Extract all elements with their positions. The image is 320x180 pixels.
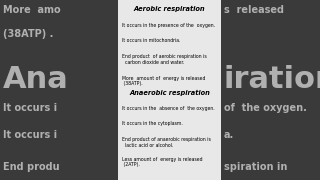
Text: iration: iration	[224, 65, 320, 94]
Text: It occurs i: It occurs i	[3, 103, 57, 113]
Text: Anaerobic respiration: Anaerobic respiration	[129, 90, 210, 96]
Text: More  amount of  energy is released
 (38ATP).: More amount of energy is released (38ATP…	[122, 76, 205, 86]
Text: It occurs in the presence of the  oxygen.: It occurs in the presence of the oxygen.	[122, 23, 215, 28]
Text: It occurs in the  absence of  the oxygen.: It occurs in the absence of the oxygen.	[122, 106, 214, 111]
Text: (38ATP) .: (38ATP) .	[3, 29, 53, 39]
Text: spiration in: spiration in	[224, 162, 287, 172]
Text: s  released: s released	[224, 5, 284, 15]
Text: Aerobic respiration: Aerobic respiration	[134, 5, 205, 12]
Text: End product of anaerobic respiration is
  lactic acid or alcohol.: End product of anaerobic respiration is …	[122, 137, 211, 148]
Text: End produ: End produ	[3, 162, 60, 172]
FancyBboxPatch shape	[118, 0, 221, 180]
Text: It occurs i: It occurs i	[3, 130, 57, 140]
Text: It occurs in mitochondria.: It occurs in mitochondria.	[122, 38, 180, 43]
Text: More  amo: More amo	[3, 5, 61, 15]
Text: Less amount of  energy is released
 (2ATP).: Less amount of energy is released (2ATP)…	[122, 157, 202, 167]
Text: It occurs in the cytoplasm.: It occurs in the cytoplasm.	[122, 121, 182, 126]
Text: of  the oxygen.: of the oxygen.	[224, 103, 307, 113]
Text: End product  of aerobic respiration is
  carbon dioxide and water.: End product of aerobic respiration is ca…	[122, 54, 206, 65]
Text: Ana: Ana	[3, 65, 69, 94]
Text: a.: a.	[224, 130, 234, 140]
